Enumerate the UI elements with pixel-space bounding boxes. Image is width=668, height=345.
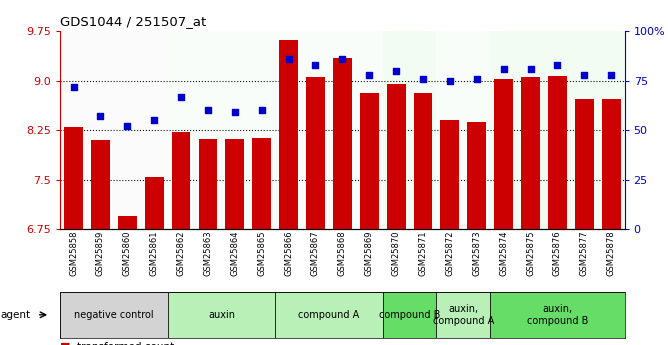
Text: GDS1044 / 251507_at: GDS1044 / 251507_at [60,16,206,29]
Bar [436,31,490,229]
Text: compound A: compound A [299,310,359,320]
Text: auxin: auxin [208,310,235,320]
Bar [306,77,325,229]
Point [391,68,401,73]
Point [606,72,617,78]
Bar [494,79,513,229]
Bar [60,31,168,229]
Point [176,94,186,99]
Point [68,84,79,89]
Text: auxin,
compound B: auxin, compound B [526,304,588,326]
Bar [436,292,490,338]
Bar [91,140,110,229]
Bar [225,139,244,229]
Bar [172,132,190,229]
Bar [413,92,432,229]
Bar [490,292,625,338]
Bar [440,120,460,229]
Bar [575,99,594,229]
Point [257,108,267,113]
Point [283,56,294,61]
Point [579,72,590,78]
Point [149,118,160,123]
Text: auxin,
compound A: auxin, compound A [433,304,494,326]
Point [498,66,509,71]
Text: compound B: compound B [379,310,440,320]
Bar [118,216,137,229]
Bar [275,31,383,229]
Point [95,114,106,119]
Text: ■: ■ [60,342,74,345]
Bar [383,31,436,229]
Point [337,56,347,61]
Point [202,108,213,113]
Point [418,76,428,81]
Text: transformed count: transformed count [77,342,174,345]
Point [444,78,455,83]
Point [122,124,133,129]
Bar [168,31,275,229]
Bar [490,31,625,229]
Point [525,66,536,71]
Bar [145,177,164,229]
Bar [275,292,383,338]
Bar [360,92,379,229]
Bar [548,76,566,229]
Bar [64,127,83,229]
Bar [279,40,298,229]
Bar [253,138,271,229]
Point [310,62,321,68]
Point [552,62,562,68]
Bar [383,292,436,338]
Point [230,110,240,115]
Point [364,72,375,78]
Bar [602,99,621,229]
Bar [168,292,275,338]
Bar [387,84,405,229]
Bar [60,292,168,338]
Bar [521,77,540,229]
Bar [198,139,217,229]
Point [472,76,482,81]
Bar [468,122,486,229]
Text: negative control: negative control [74,310,154,320]
Text: agent: agent [1,310,31,320]
Bar [333,58,352,229]
